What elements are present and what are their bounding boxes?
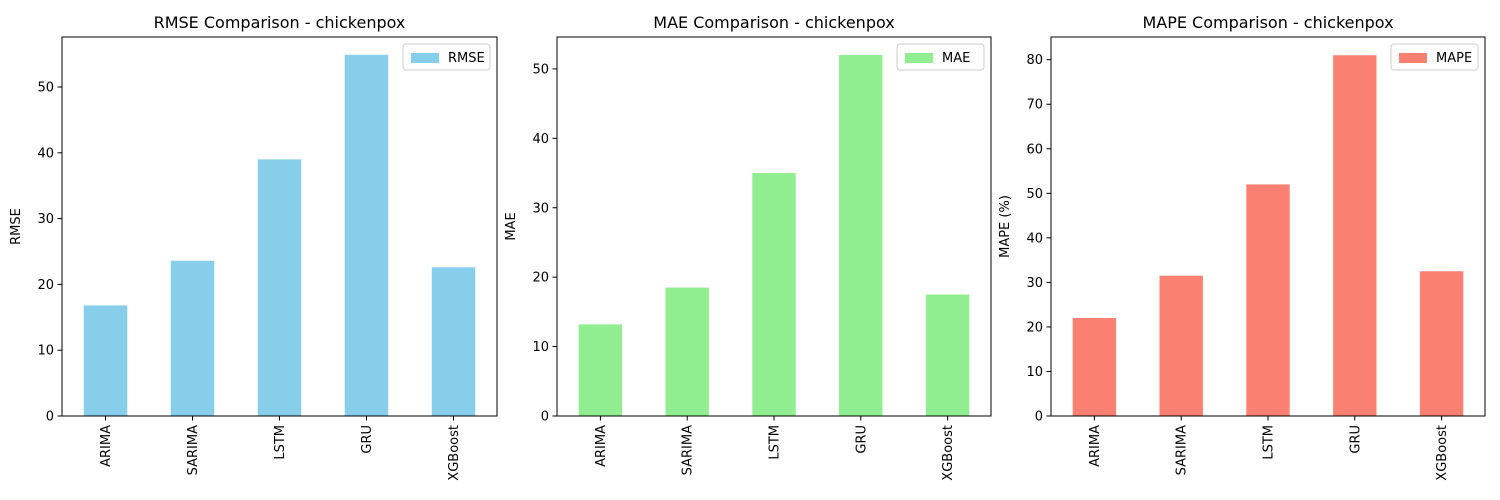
y-tick-label: 10 [1026,365,1043,380]
legend-label: MAPE [1436,51,1472,66]
subplot-2: MAE Comparison - chickenpox 0 10 20 30 40 50 AR… [504,13,992,481]
y-tick-label: 50 [532,62,549,77]
y-tick-label: 50 [1026,187,1043,202]
y-tick-label: 30 [532,201,549,216]
x-tick-label: LSTM [768,425,783,460]
x-tick-label: XGBoost [941,425,956,481]
y-tick-label: 0 [1035,410,1043,425]
bar-arima [578,324,623,416]
y-tick-label: 0 [541,410,549,425]
x-tick-label: SARIMA [681,425,696,475]
legend: MAPE [1390,43,1479,71]
chart-title: MAE Comparison - chickenpox [653,13,894,32]
y-tick-label: 10 [37,344,54,359]
bar-xgboost [925,294,970,416]
bar-arima [1072,318,1117,416]
x-tick-label: GRU [854,425,869,454]
x-tick-label: LSTM [1262,425,1277,460]
legend-box [896,43,985,71]
legend-swatch [905,53,933,63]
y-tick-label: 60 [1026,142,1043,157]
x-tick-label: GRU [360,425,375,454]
bar-lstm [752,173,796,416]
bar-sarima [1159,275,1203,416]
axes-frame [1050,36,1486,417]
y-tick-label: 0 [46,410,54,425]
x-tick-label: XGBoost [1435,425,1450,481]
x-tick-label: ARIMA [1088,425,1103,467]
bar-arima [83,305,128,416]
subplot-1: RMSE Comparison - chickenpox 0 10 20 30 40 50 A… [9,13,498,481]
y-axis-label: RMSE [9,208,24,245]
axes-frame [556,36,992,417]
legend-swatch [1399,53,1427,63]
y-tick-label: 40 [1026,231,1043,246]
y-tick-label: 50 [37,81,54,96]
y-tick-label: 20 [37,278,54,293]
y-tick-label: 20 [532,271,549,286]
legend-swatch [411,53,439,63]
x-tick-label: SARIMA [1175,425,1190,475]
legend-label: RMSE [448,51,485,66]
bar-lstm [257,159,302,416]
y-tick-label: 40 [37,146,54,161]
x-tick-label: XGBoost [447,425,462,481]
chart-title: MAPE Comparison - chickenpox [1142,13,1393,32]
y-tick-label: 20 [1026,320,1043,335]
legend: RMSE [402,43,491,71]
bar-sarima [665,287,709,416]
legend-box [402,43,491,71]
chart-title: RMSE Comparison - chickenpox [154,13,406,32]
x-tick-label: SARIMA [186,425,201,475]
x-tick-label: ARIMA [594,425,609,467]
legend-label: MAE [942,51,970,66]
y-tick-label: 10 [532,340,549,355]
y-tick-label: 30 [37,212,54,227]
bar-xgboost [431,267,476,416]
axes-frame [61,36,498,417]
legend: MAE [896,43,985,71]
subplot-3: MAPE Comparison - chickenpox 0 10 20 30 40 50 6… [998,13,1486,481]
legend-box [1390,43,1479,71]
y-tick-label: 70 [1026,98,1043,113]
bar-xgboost [1419,271,1464,416]
x-tick-label: GRU [1348,425,1363,454]
bar-gru [839,55,883,417]
bar-sarima [170,260,215,416]
y-axis-label: MAE [504,212,519,240]
bar-lstm [1246,184,1290,416]
y-tick-label: 80 [1026,53,1043,68]
x-tick-label: ARIMA [99,425,114,467]
bar-gru [344,54,389,416]
bar-gru [1333,55,1377,416]
y-tick-label: 40 [532,132,549,147]
y-tick-label: 30 [1026,276,1043,291]
y-axis-label: MAPE (%) [998,195,1013,258]
x-tick-label: LSTM [273,425,288,460]
